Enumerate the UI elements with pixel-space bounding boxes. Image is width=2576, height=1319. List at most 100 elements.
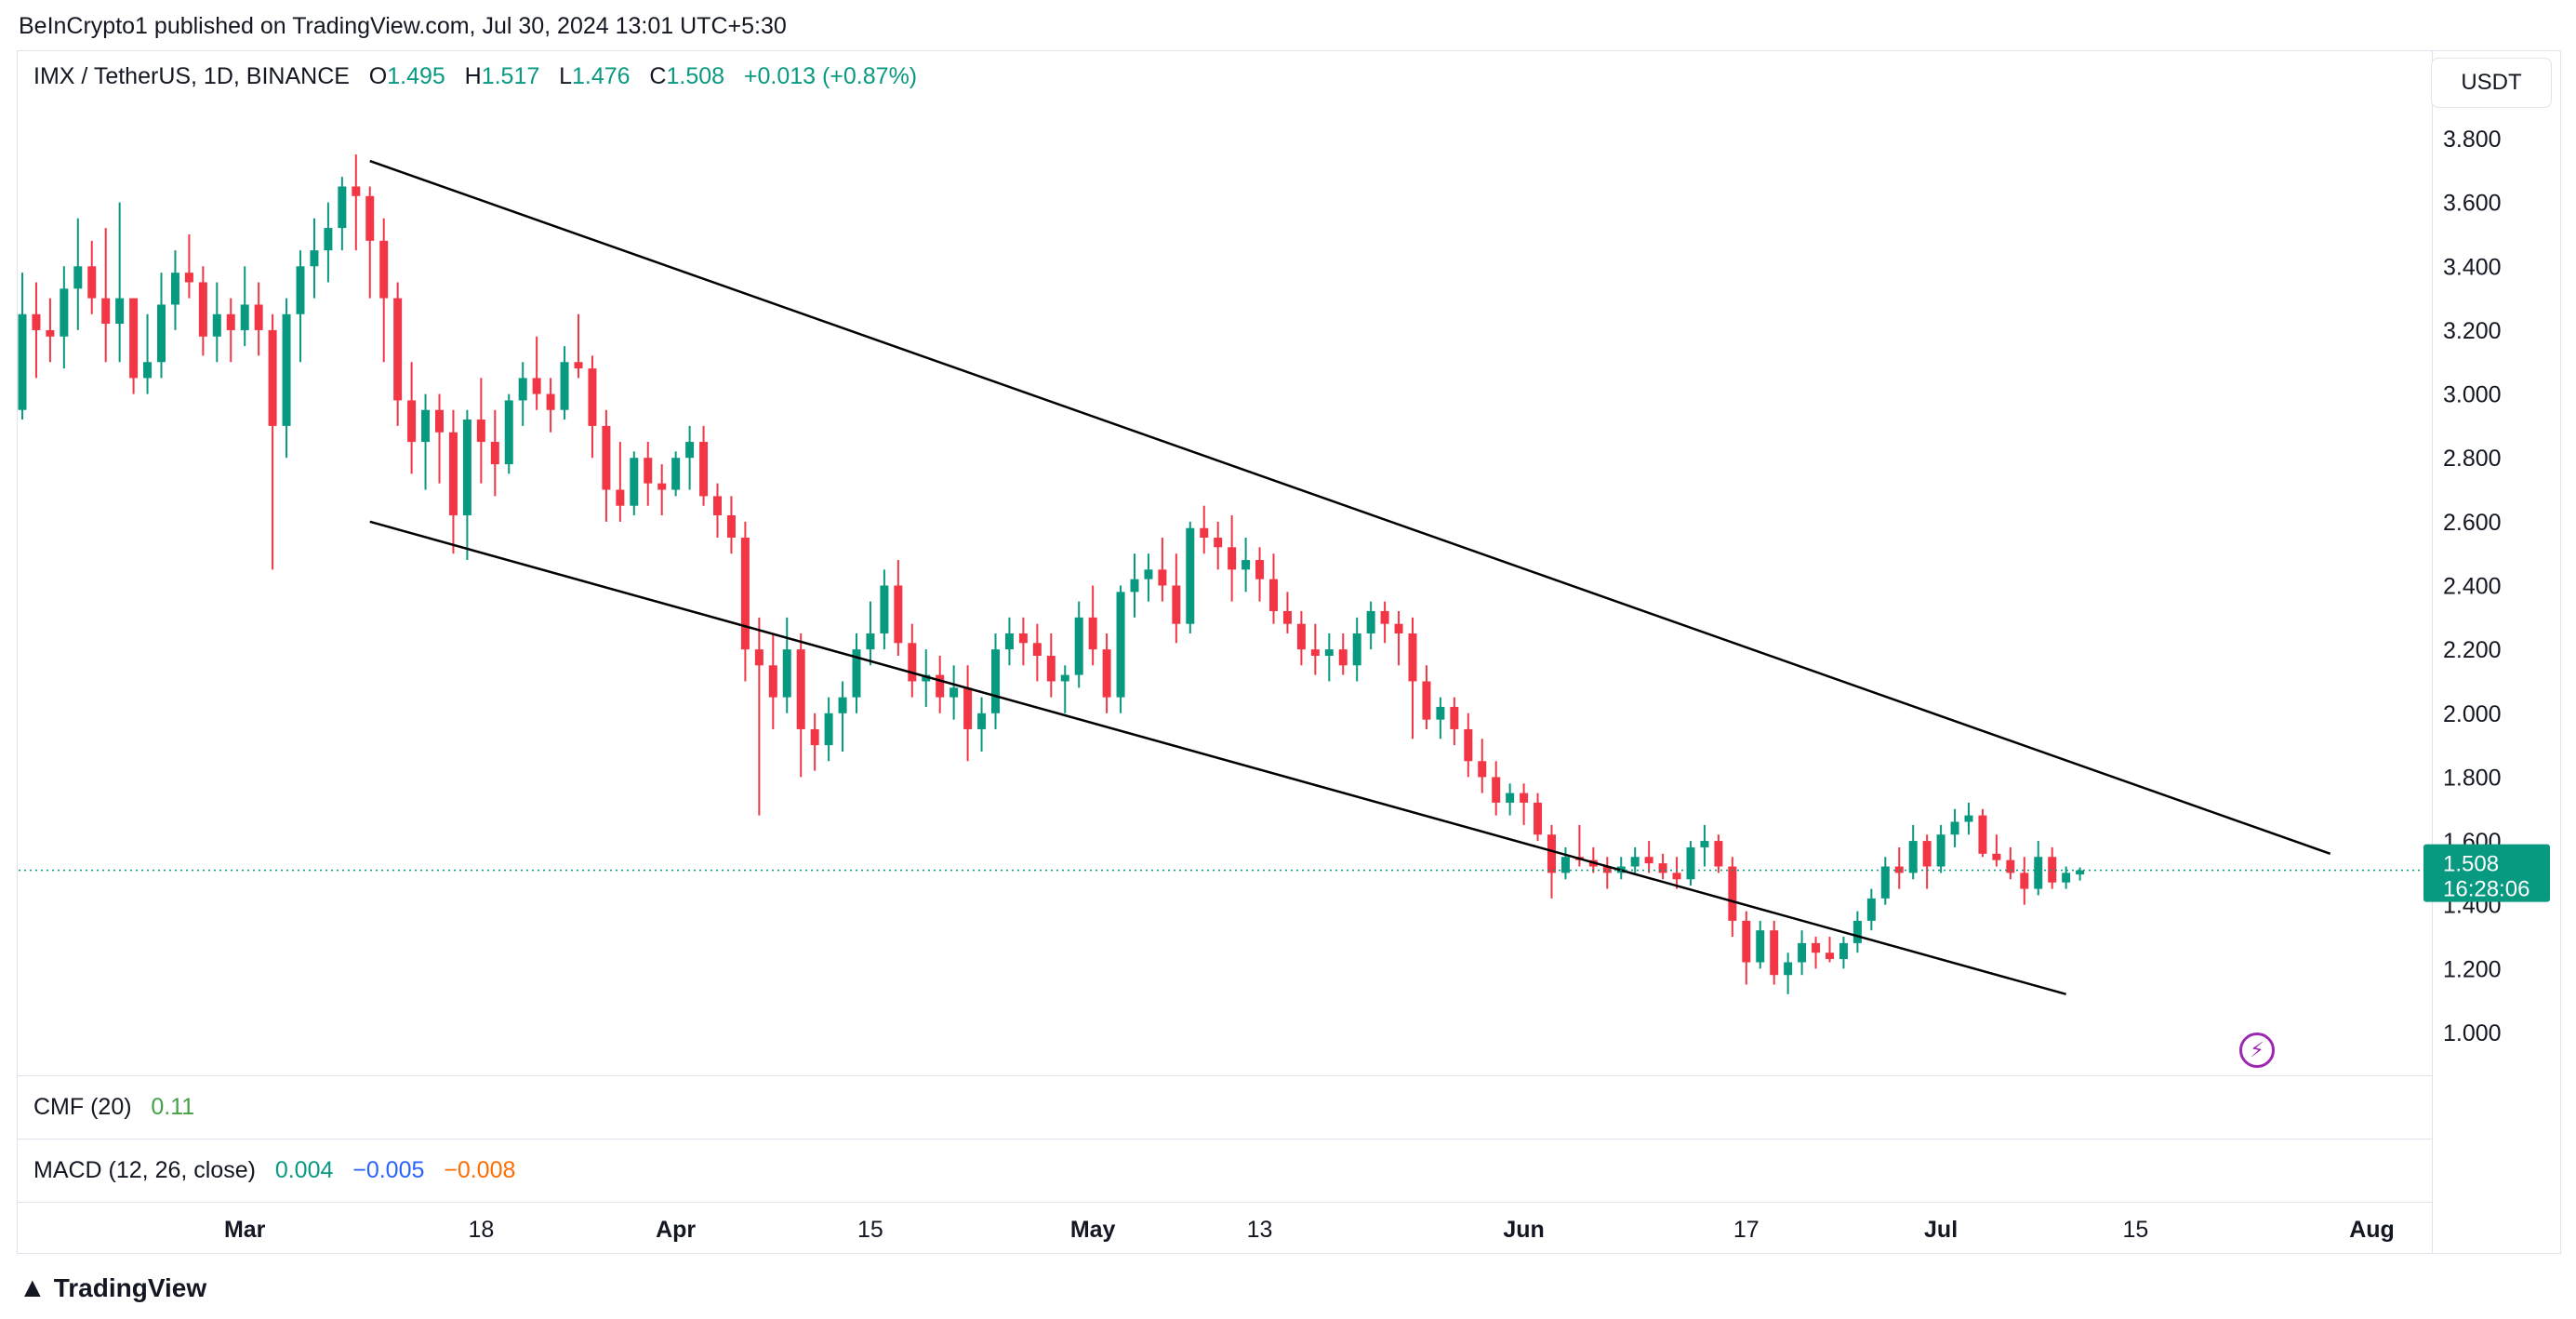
candle-body[interactable] <box>1088 617 1097 650</box>
candle-body[interactable] <box>1408 633 1417 682</box>
alert-bolt-icon[interactable]: ⚡ <box>2239 1033 2275 1068</box>
candle-body[interactable] <box>1644 857 1653 864</box>
candle-body[interactable] <box>588 368 597 426</box>
candle-body[interactable] <box>671 458 681 490</box>
currency-button[interactable]: USDT <box>2431 58 2552 108</box>
candle-body[interactable] <box>170 273 179 305</box>
candle-body[interactable] <box>1950 821 1959 835</box>
candle-body[interactable] <box>740 538 750 650</box>
candle-body[interactable] <box>1380 610 1389 624</box>
candle-body[interactable] <box>1700 841 1709 847</box>
candle-body[interactable] <box>1672 873 1681 880</box>
candle-body[interactable] <box>726 514 736 539</box>
candle-body[interactable] <box>699 442 709 497</box>
candle-body[interactable] <box>393 298 403 401</box>
candle-body[interactable] <box>1978 815 1987 854</box>
candle-body[interactable] <box>1074 617 1083 675</box>
candle-body[interactable] <box>184 273 193 283</box>
candle-body[interactable] <box>908 643 917 682</box>
candle-body[interactable] <box>60 288 69 337</box>
symbol-name[interactable]: IMX / TetherUS, 1D, BINANCE <box>33 63 350 89</box>
candle-body[interactable] <box>1728 866 1737 921</box>
candle-body[interactable] <box>977 713 987 729</box>
candle-body[interactable] <box>32 313 41 330</box>
candle-body[interactable] <box>1130 579 1139 593</box>
candle-body[interactable] <box>713 496 722 515</box>
candle-body[interactable] <box>560 362 569 410</box>
candle-body[interactable] <box>1534 802 1543 835</box>
candle-body[interactable] <box>476 420 485 443</box>
candle-body[interactable] <box>1450 706 1459 729</box>
candle-body[interactable] <box>448 432 458 515</box>
candle-body[interactable] <box>338 186 347 229</box>
candle-body[interactable] <box>1630 857 1640 867</box>
candle-body[interactable] <box>532 378 541 394</box>
candle-body[interactable] <box>866 633 875 650</box>
cmf-label[interactable]: CMF (20) <box>33 1094 132 1120</box>
macd-label[interactable]: MACD (12, 26, close) <box>33 1157 256 1183</box>
candle-body[interactable] <box>1812 942 1821 953</box>
candle-body[interactable] <box>282 313 291 426</box>
candle-body[interactable] <box>1228 547 1237 570</box>
candle-body[interactable] <box>226 313 235 330</box>
candle-body[interactable] <box>1046 656 1056 682</box>
candle-body[interactable] <box>1310 649 1320 657</box>
candle-body[interactable] <box>352 186 361 196</box>
candle-body[interactable] <box>630 458 639 506</box>
candle-body[interactable] <box>1478 761 1487 778</box>
candle-body[interactable] <box>1004 633 1014 650</box>
candle-body[interactable] <box>1908 841 1918 873</box>
candle-body[interactable] <box>1506 793 1515 803</box>
candle-body[interactable] <box>949 687 959 698</box>
candle-body[interactable] <box>2006 859 2015 873</box>
candle-body[interactable] <box>2076 870 2085 875</box>
candle-body[interactable] <box>365 195 375 241</box>
candle-body[interactable] <box>963 687 973 729</box>
candle-body[interactable] <box>1992 853 2001 860</box>
candle-body[interactable] <box>1186 527 1195 624</box>
candle-body[interactable] <box>268 329 277 426</box>
candle-body[interactable] <box>1520 793 1529 803</box>
candle-body[interactable] <box>936 674 945 698</box>
candle-body[interactable] <box>1742 920 1751 963</box>
candle-body[interactable] <box>379 240 389 299</box>
candle-body[interactable] <box>1018 633 1028 644</box>
candle-body[interactable] <box>1714 841 1723 867</box>
candle-body[interactable] <box>1116 592 1125 698</box>
candle-body[interactable] <box>198 282 207 337</box>
tradingview-logo[interactable]: ▲ TradingView <box>19 1272 206 1304</box>
candle-body[interactable] <box>1338 649 1348 666</box>
candle-body[interactable] <box>1658 863 1667 873</box>
candle-body[interactable] <box>296 266 305 314</box>
candle-body[interactable] <box>1032 643 1042 657</box>
candle-body[interactable] <box>1366 610 1375 633</box>
candle-body[interactable] <box>644 458 653 484</box>
candle-body[interactable] <box>143 362 153 379</box>
candle-body[interactable] <box>1060 674 1069 682</box>
candle-body[interactable] <box>1242 560 1251 570</box>
candle-body[interactable] <box>824 713 833 746</box>
candle-body[interactable] <box>46 329 55 337</box>
candle-body[interactable] <box>462 420 471 515</box>
candle-body[interactable] <box>546 393 555 410</box>
candle-body[interactable] <box>838 697 847 713</box>
candle-body[interactable] <box>1144 569 1153 580</box>
candle-body[interactable] <box>754 649 764 666</box>
candle-body[interactable] <box>504 400 513 465</box>
candle-body[interactable] <box>1464 728 1473 762</box>
candle-body[interactable] <box>2020 873 2029 889</box>
candle-body[interactable] <box>922 674 931 682</box>
candle-body[interactable] <box>1756 930 1765 963</box>
candle-body[interactable] <box>73 266 83 289</box>
candle-body[interactable] <box>1422 681 1431 720</box>
candle-body[interactable] <box>1547 834 1556 873</box>
candle-body[interactable] <box>1102 649 1111 698</box>
candle-body[interactable] <box>1282 610 1292 624</box>
candle-body[interactable] <box>796 649 805 729</box>
candle-body[interactable] <box>115 298 125 325</box>
candle-body[interactable] <box>1880 866 1890 899</box>
candle-body[interactable] <box>768 665 777 698</box>
candle-body[interactable] <box>2062 873 2071 883</box>
candle-body[interactable] <box>101 298 111 325</box>
upper-channel-trend-line[interactable] <box>369 159 2331 855</box>
